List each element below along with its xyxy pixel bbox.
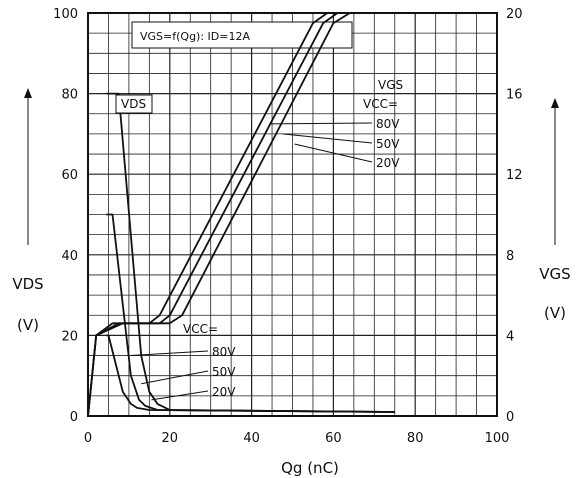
y-right-axis-label: VGS <box>539 265 570 283</box>
y-right-tick-label: 0 <box>506 410 514 425</box>
y-left-tick-label: 100 <box>53 7 78 22</box>
series-leader-line <box>141 370 209 385</box>
y-left-tick-label: 0 <box>70 410 78 425</box>
title-box <box>131 21 353 49</box>
series-label-vds-80v: 80V <box>212 345 236 359</box>
x-tick-label: 20 <box>162 431 179 446</box>
series-leader-line <box>270 122 373 125</box>
series-label-layer: 80V 50V 20V 80V 50V 20V <box>130 117 400 401</box>
series-label-vds-50v: 50V <box>212 365 236 379</box>
y-right-tick-label: 20 <box>506 7 523 22</box>
y-right-tick-label: 8 <box>506 249 514 264</box>
series-label-vgs-50v: 50V <box>376 137 400 151</box>
series-label-vgs-80v: 80V <box>376 117 400 131</box>
y-left-tick-labels: 0 20 40 60 80 100 <box>53 7 78 425</box>
vcc-lower-label: VCC= <box>183 322 218 336</box>
series-layer <box>87 12 395 417</box>
series-label-vgs-20v: 20V <box>376 156 400 170</box>
y-right-tick-labels: 0 4 8 12 16 20 <box>506 7 523 425</box>
chart-title: VGS=f(Qg): ID=12A <box>140 30 250 43</box>
y-right-tick-label: 16 <box>506 88 523 103</box>
y-right-tick-label: 4 <box>506 329 514 344</box>
x-tick-label: 60 <box>325 431 342 446</box>
y-left-axis-unit: (V) <box>17 316 39 334</box>
x-tick-label: 100 <box>485 431 510 446</box>
series-line-vds-20v <box>106 334 395 413</box>
grid <box>88 13 497 416</box>
y-right-tick-label: 12 <box>506 168 523 183</box>
y-left-tick-label: 40 <box>61 249 78 264</box>
series-leader-line <box>282 133 373 144</box>
vgs-curves-label: VGS <box>378 78 403 92</box>
series-leader-line <box>294 143 373 163</box>
vds-label-box <box>115 94 153 114</box>
y-left-tick-label: 20 <box>61 329 78 344</box>
x-axis-label: Qg (nC) <box>281 459 339 477</box>
series-label-vds-20v: 20V <box>212 385 236 399</box>
vds-curves-label: VDS <box>121 97 146 111</box>
y-left-axis-label: VDS <box>12 275 43 293</box>
series-leader-line <box>151 390 209 401</box>
plot-frame <box>87 12 498 417</box>
series-leader-line <box>130 350 209 357</box>
y-right-arrow-head <box>551 98 559 108</box>
y-left-tick-label: 80 <box>61 88 78 103</box>
vcc-upper-label: VCC= <box>363 97 398 111</box>
y-right-axis-unit: (V) <box>544 304 566 322</box>
y-left-tick-label: 60 <box>61 168 78 183</box>
x-tick-label: 40 <box>243 431 260 446</box>
y-left-arrow-head <box>24 88 32 98</box>
series-line-vgs-20v <box>87 12 328 417</box>
x-tick-labels: 0 20 40 60 80 100 <box>84 431 510 446</box>
x-tick-label: 80 <box>407 431 424 446</box>
x-tick-label: 0 <box>84 431 92 446</box>
